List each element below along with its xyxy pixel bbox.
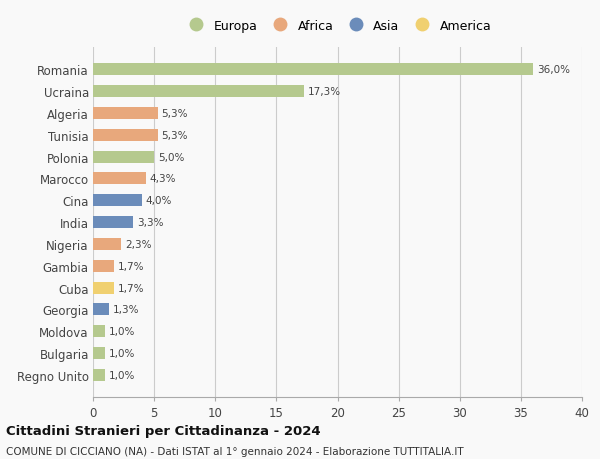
Text: 4,0%: 4,0% bbox=[146, 196, 172, 206]
Legend: Europa, Africa, Asia, America: Europa, Africa, Asia, America bbox=[180, 16, 495, 37]
Text: 5,0%: 5,0% bbox=[158, 152, 184, 162]
Bar bbox=[93, 260, 114, 272]
Bar bbox=[93, 217, 133, 229]
Bar bbox=[93, 64, 533, 76]
Bar bbox=[93, 347, 105, 359]
Bar bbox=[93, 282, 114, 294]
Text: 2,3%: 2,3% bbox=[125, 240, 151, 249]
Bar bbox=[93, 173, 146, 185]
Text: 1,0%: 1,0% bbox=[109, 370, 135, 380]
Text: 1,0%: 1,0% bbox=[109, 348, 135, 358]
Bar bbox=[93, 369, 105, 381]
Text: 1,7%: 1,7% bbox=[118, 283, 144, 293]
Bar bbox=[93, 86, 304, 98]
Text: Cittadini Stranieri per Cittadinanza - 2024: Cittadini Stranieri per Cittadinanza - 2… bbox=[6, 425, 320, 437]
Text: COMUNE DI CICCIANO (NA) - Dati ISTAT al 1° gennaio 2024 - Elaborazione TUTTITALI: COMUNE DI CICCIANO (NA) - Dati ISTAT al … bbox=[6, 446, 464, 456]
Bar bbox=[93, 238, 121, 251]
Bar bbox=[93, 325, 105, 337]
Bar bbox=[93, 108, 158, 120]
Text: 1,0%: 1,0% bbox=[109, 327, 135, 336]
Text: 1,3%: 1,3% bbox=[113, 305, 139, 315]
Text: 5,3%: 5,3% bbox=[161, 109, 188, 118]
Bar bbox=[93, 129, 158, 141]
Text: 3,3%: 3,3% bbox=[137, 218, 164, 228]
Text: 4,3%: 4,3% bbox=[149, 174, 176, 184]
Text: 5,3%: 5,3% bbox=[161, 130, 188, 140]
Text: 1,7%: 1,7% bbox=[118, 261, 144, 271]
Bar bbox=[93, 151, 154, 163]
Bar bbox=[93, 195, 142, 207]
Bar bbox=[93, 304, 109, 316]
Text: 36,0%: 36,0% bbox=[537, 65, 570, 75]
Text: 17,3%: 17,3% bbox=[308, 87, 341, 97]
